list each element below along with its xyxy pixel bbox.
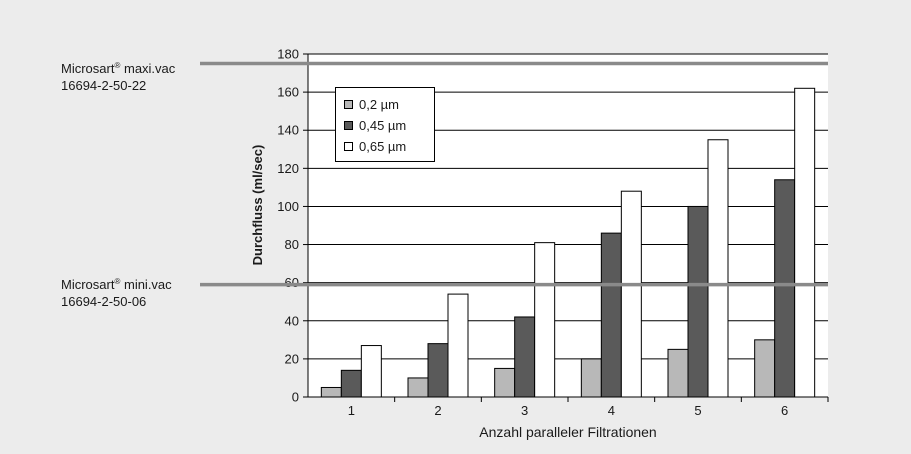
mini-vac-code: 16694-2-50-06 — [61, 294, 147, 309]
x-tick-label: 4 — [608, 403, 615, 418]
legend-label-0-45: 0,45 µm — [359, 118, 407, 133]
y-tick-label: 180 — [277, 47, 299, 62]
bar-0-2 — [494, 367, 516, 398]
legend-item-0-45: 0,45 µm — [344, 115, 434, 136]
legend-swatch-0-45 — [344, 121, 353, 130]
bar-0-2 — [320, 386, 342, 398]
y-tick-label: 120 — [277, 161, 299, 176]
x-tick-label: 1 — [348, 403, 355, 418]
y-tick-label: 100 — [277, 199, 299, 214]
maxi-vac-label: Microsart® maxi.vac 16694-2-50-22 — [61, 57, 175, 94]
reference-lines — [200, 61, 828, 287]
y-tick-label: 0 — [292, 390, 299, 405]
y-tick-label: 60 — [285, 275, 299, 290]
legend: 0,2 µm 0,45 µm 0,65 µm — [335, 87, 435, 162]
mini-vac-label: Microsart® mini.vac 16694-2-50-06 — [61, 273, 172, 310]
mini-vac-reg: ® — [114, 277, 121, 286]
bar-0-45 — [687, 205, 709, 398]
legend-label-0-2: 0,2 µm — [359, 97, 400, 112]
bar-0-65 — [360, 345, 382, 398]
bar-0-65 — [707, 139, 729, 398]
bar-0-2 — [754, 339, 776, 398]
y-axis-label: Durchfluss (ml/sec) — [250, 145, 265, 266]
axes — [307, 54, 829, 402]
y-tick-label: 160 — [277, 85, 299, 100]
x-axis-label: Anzahl paralleler Filtrationen — [479, 424, 656, 440]
x-tick-label: 6 — [781, 403, 788, 418]
legend-item-0-65: 0,65 µm — [344, 136, 434, 157]
mini-vac-name: Microsart — [61, 277, 115, 292]
bar-0-65 — [447, 293, 469, 398]
legend-swatch-0-65 — [344, 142, 353, 151]
y-tick-label: 80 — [285, 237, 299, 252]
bar-0-65 — [794, 87, 816, 398]
maxi-vac-name: Microsart — [61, 61, 115, 76]
bar-0-45 — [340, 369, 362, 398]
maxi-vac-code: 16694-2-50-22 — [61, 78, 147, 93]
bar-0-45 — [600, 232, 622, 398]
legend-item-0-2: 0,2 µm — [344, 94, 434, 115]
maxi-vac-product: maxi.vac — [123, 61, 176, 76]
legend-label-0-65: 0,65 µm — [359, 139, 407, 154]
y-tick-label: 40 — [285, 313, 299, 328]
mini-vac-product: mini.vac — [123, 277, 172, 292]
bar-0-45 — [774, 179, 796, 398]
x-tick-label: 5 — [694, 403, 701, 418]
bar-0-2 — [407, 377, 429, 398]
y-tick-label: 20 — [285, 351, 299, 366]
bar-0-45 — [514, 316, 536, 398]
y-tick-labels: 0 20 40 60 80 100 120 140 160 180 — [277, 47, 299, 405]
bar-0-65 — [534, 242, 556, 398]
maxi-vac-reg: ® — [114, 61, 121, 70]
x-tick-label: 2 — [434, 403, 441, 418]
bar-0-45 — [427, 343, 449, 398]
x-tick-label: 3 — [521, 403, 528, 418]
y-tick-label: 140 — [277, 123, 299, 138]
bar-0-2 — [580, 358, 602, 398]
bar-0-65 — [620, 190, 642, 398]
legend-swatch-0-2 — [344, 100, 353, 109]
bar-0-2 — [667, 348, 689, 398]
x-tick-labels: 1 2 3 4 5 6 — [348, 403, 789, 418]
